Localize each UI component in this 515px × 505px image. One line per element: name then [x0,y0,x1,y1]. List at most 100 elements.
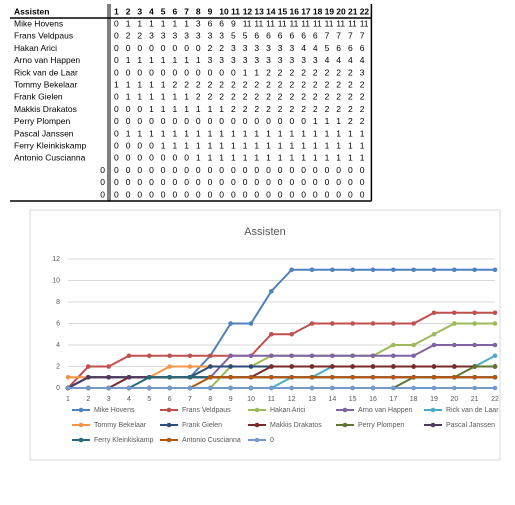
point [411,374,416,380]
cell: 2 [290,92,295,102]
point [147,374,152,380]
row-name: 0 [100,165,105,175]
cell: 0 [196,189,201,199]
cell: 0 [114,128,119,138]
cell: 0 [161,153,166,163]
cell: 0 [161,67,166,77]
point [452,385,457,391]
y-tick-label: 4 [56,342,60,349]
x-tick-label: 8 [208,396,212,403]
cell: 1 [231,128,236,138]
cell: 1 [137,55,142,65]
cell: 0 [114,104,119,114]
cell: 0 [313,165,318,175]
cell: 1 [173,104,178,114]
cell: 1 [278,140,283,150]
cell: 1 [325,116,330,126]
cell: 0 [243,116,248,126]
column-header: 21 [348,6,358,16]
point [492,353,498,359]
cell: 2 [243,79,248,89]
cell: 2 [184,79,189,89]
cell: 2 [290,67,295,77]
cell: 1 [184,104,189,114]
cell: 1 [325,128,330,138]
cell: 0 [114,92,119,102]
legend-marker [254,437,260,443]
cell: 2 [126,31,131,41]
cell: 0 [161,165,166,175]
legend-marker [78,437,84,443]
cell: 1 [149,104,154,114]
legend-label: Pascal Janssen [446,422,495,429]
cell: 1 [173,92,178,102]
cell: 0 [114,43,119,53]
cell: 1 [208,140,213,150]
cell: 1 [348,128,353,138]
legend-label: Tommy Bekelaar [94,422,147,429]
cell: 0 [137,153,142,163]
cell: 1 [161,55,166,65]
cell: 2 [348,116,353,126]
cell: 2 [348,79,353,89]
cell: 3 [161,31,166,41]
cell: 2 [254,92,259,102]
cell: 1 [360,128,365,138]
cell: 2 [290,79,295,89]
cell: 0 [126,153,131,163]
point [330,353,335,359]
point [452,364,457,369]
point [370,321,376,326]
cell: 1 [266,153,271,163]
cell: 1 [313,128,318,138]
point [350,374,355,380]
cell: 2 [278,79,283,89]
cell: 0 [137,140,142,150]
legend-label: Antonio Cuscianna [182,437,241,444]
y-tick-label: 2 [56,363,60,370]
cell: 4 [336,55,341,65]
cell: 2 [278,104,283,114]
row-name: Arno van Happen [14,55,80,65]
cell: 2 [348,67,353,77]
column-header: 3 [137,6,142,16]
point [391,385,396,391]
cell: 1 [219,153,224,163]
point [411,267,416,273]
cell: 2 [325,104,330,114]
point [370,374,376,380]
cell: 1 [149,128,154,138]
cell: 1 [254,67,259,77]
cell: 6 [254,31,259,41]
cell: 0 [173,153,178,163]
point [350,364,355,369]
point [431,374,437,380]
point [167,385,172,391]
row-name: Rick van de Laar [14,67,78,77]
column-header: 17 [301,6,311,16]
column-header: 19 [325,6,335,16]
cell: 2 [219,43,224,53]
cell: 0 [196,116,201,126]
cell: 0 [208,116,213,126]
legend-marker [78,422,84,428]
cell: 11 [278,18,287,28]
column-header: 8 [196,6,201,16]
point [269,331,274,337]
point [391,342,396,348]
x-tick-label: 1 [66,396,70,403]
cell: 1 [313,140,318,150]
cell: 1 [231,153,236,163]
cell: 0 [137,189,142,199]
cell: 1 [266,128,271,138]
cell: 0 [360,189,365,199]
cell: 1 [149,18,154,28]
point [391,374,396,380]
cell: 3 [278,55,283,65]
cell: 2 [266,92,271,102]
point [167,364,172,369]
cell: 7 [348,31,353,41]
legend-label: Hakan Arici [270,407,306,414]
x-tick-label: 17 [389,396,397,403]
